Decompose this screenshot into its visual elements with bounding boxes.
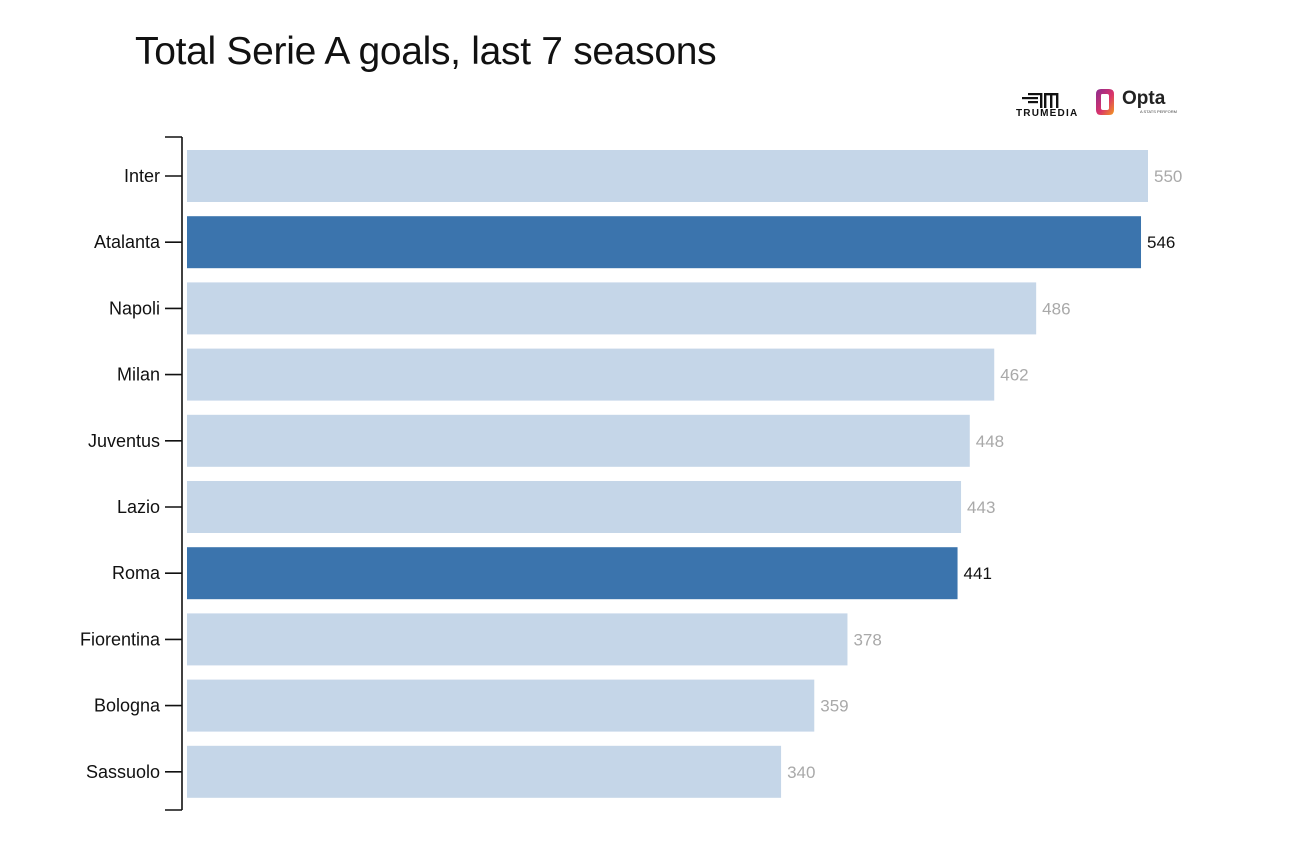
bar-lazio [187, 481, 962, 533]
chart-title: Total Serie A goals, last 7 seasons [135, 30, 717, 73]
trumedia-logo-icon [1022, 93, 1059, 108]
category-label-inter: Inter [124, 166, 160, 186]
category-label-sassuolo: Sassuolo [86, 762, 160, 782]
value-label-milan: 462 [1000, 366, 1028, 385]
value-label-lazio: 443 [967, 498, 995, 517]
value-label-roma: 441 [964, 564, 992, 583]
bar-napoli [187, 282, 1037, 335]
value-label-juventus: 448 [976, 432, 1004, 451]
logos: TRUMEDIA Opta A STATS PERFORM [1012, 84, 1192, 124]
value-label-napoli: 486 [1042, 299, 1070, 318]
category-label-milan: Milan [117, 365, 160, 385]
bar-fiorentina [187, 613, 848, 666]
category-label-roma: Roma [112, 563, 161, 583]
category-label-fiorentina: Fiorentina [80, 629, 161, 649]
bar-sassuolo [187, 745, 782, 798]
value-label-sassuolo: 340 [787, 763, 815, 782]
value-label-atalanta: 546 [1147, 233, 1175, 252]
opta-logo-text: Opta [1122, 88, 1166, 109]
trumedia-logo-text: TRUMEDIA [1016, 108, 1079, 119]
y-axis: Inter Atalanta Napoli Milan Juventus Lazio Rom… [80, 136, 183, 811]
bar-milan [187, 348, 995, 401]
bars-layer: 550 546 486 462 448 443 441 378 359 340 [187, 150, 1182, 798]
value-label-inter: 550 [1154, 167, 1182, 186]
category-label-bologna: Bologna [94, 696, 161, 716]
bar-inter [187, 150, 1148, 202]
bar-bologna [187, 679, 815, 732]
bar-juventus [187, 414, 970, 467]
opta-logo-subtext: A STATS PERFORM [1140, 109, 1177, 114]
value-label-bologna: 359 [820, 697, 848, 716]
bar-roma [187, 547, 958, 600]
category-label-napoli: Napoli [109, 298, 160, 318]
category-label-juventus: Juventus [88, 431, 160, 451]
value-label-fiorentina: 378 [853, 630, 881, 649]
category-label-lazio: Lazio [117, 497, 160, 517]
bar-atalanta [187, 216, 1142, 269]
category-label-atalanta: Atalanta [94, 232, 161, 252]
opta-logo-icon [1096, 89, 1114, 115]
